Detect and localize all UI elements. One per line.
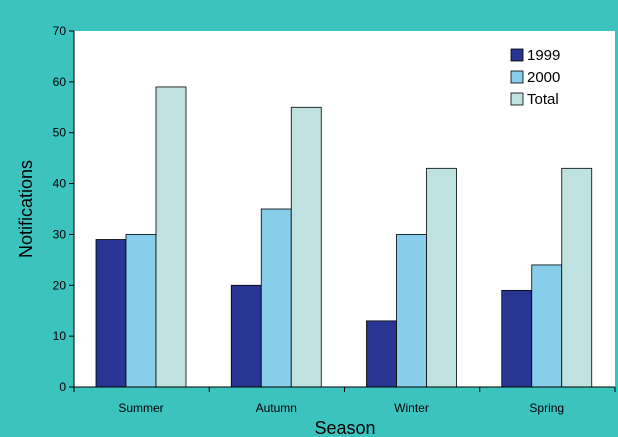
legend-label-2000: 2000	[527, 69, 560, 86]
bars-layer	[95, 86, 593, 388]
bar-2000-spring	[531, 264, 563, 388]
x-tick-label-spring: Spring	[529, 401, 564, 415]
y-axis-title: Notifications	[16, 160, 36, 258]
y-tick-label-70: 70	[53, 24, 67, 38]
bar-total-autumn	[290, 106, 322, 388]
bar-2000-autumn	[260, 208, 292, 388]
legend: 1999 2000 Total	[510, 47, 560, 108]
y-tick-label-10: 10	[53, 329, 67, 343]
y-tick-label-40: 40	[53, 177, 67, 191]
bar-total-winter	[426, 167, 457, 388]
legend-swatch-total	[510, 92, 524, 106]
x-axis-title: Season	[314, 418, 375, 437]
bar-1999-summer	[95, 239, 127, 388]
bar-1999-spring	[501, 289, 533, 388]
y-tick-label-0: 0	[59, 380, 66, 394]
x-tick-label-winter: Winter	[394, 401, 429, 415]
bar-1999-winter	[366, 320, 397, 388]
bar-total-summer	[155, 86, 187, 388]
bar-2000-summer	[125, 234, 157, 388]
y-tick-label-60: 60	[53, 75, 67, 89]
bar-total-spring	[561, 167, 593, 388]
legend-label-total: Total	[527, 91, 559, 108]
y-tick-label-20: 20	[53, 278, 67, 292]
bar-1999-autumn	[230, 284, 262, 388]
y-tick-label-30: 30	[53, 227, 67, 241]
legend-swatch-1999	[510, 48, 524, 62]
axes-layer: Summer Autumn Winter Spring 0 10 20 30 40 50 60 70	[53, 24, 616, 415]
x-tick-label-autumn: Autumn	[256, 401, 297, 415]
y-tick-label-50: 50	[53, 126, 67, 140]
bar-2000-winter	[396, 234, 427, 388]
x-tick-label-summer: Summer	[118, 401, 163, 415]
legend-swatch-2000	[510, 70, 524, 84]
legend-label-1999: 1999	[527, 47, 560, 64]
